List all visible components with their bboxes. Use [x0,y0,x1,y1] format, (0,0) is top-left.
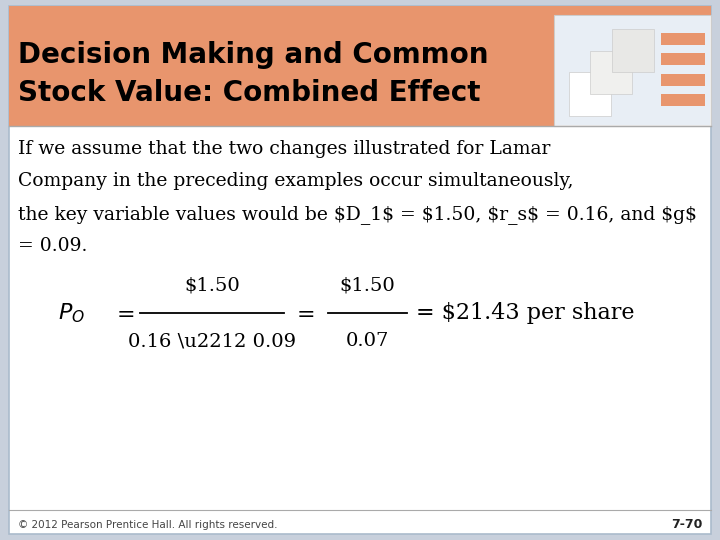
FancyBboxPatch shape [661,53,705,65]
FancyBboxPatch shape [661,74,705,86]
Text: = $21.43 per share: = $21.43 per share [416,302,634,324]
Text: If we assume that the two changes illustrated for Lamar: If we assume that the two changes illust… [18,140,550,158]
Text: $=$: $=$ [112,302,134,324]
FancyBboxPatch shape [9,6,711,15]
FancyBboxPatch shape [556,16,710,125]
Text: \$1.50: \$1.50 [339,276,395,294]
FancyBboxPatch shape [661,94,705,106]
Text: $P_O$: $P_O$ [58,301,84,325]
FancyBboxPatch shape [569,72,611,116]
Text: \$1.50: \$1.50 [184,276,240,294]
Text: the key variable values would be $D_1$ = $1.50, $r_s$ = 0.16, and $g$: the key variable values would be $D_1$ =… [18,205,697,224]
Text: 7-70: 7-70 [670,518,702,531]
Text: 0.07: 0.07 [346,332,389,350]
FancyBboxPatch shape [612,29,654,72]
Text: $=$: $=$ [292,302,314,324]
Text: © 2012 Pearson Prentice Hall. All rights reserved.: © 2012 Pearson Prentice Hall. All rights… [18,520,277,530]
FancyBboxPatch shape [9,6,711,534]
FancyBboxPatch shape [661,33,705,45]
Text: 0.16 \u2212 0.09: 0.16 \u2212 0.09 [128,332,297,350]
FancyBboxPatch shape [590,51,632,94]
FancyBboxPatch shape [9,6,711,126]
FancyBboxPatch shape [554,15,711,126]
Text: Stock Value: Combined Effect: Stock Value: Combined Effect [18,79,480,107]
Text: = 0.09.: = 0.09. [18,237,87,255]
Text: Decision Making and Common: Decision Making and Common [18,40,488,69]
Text: Company in the preceding examples occur simultaneously,: Company in the preceding examples occur … [18,172,574,190]
